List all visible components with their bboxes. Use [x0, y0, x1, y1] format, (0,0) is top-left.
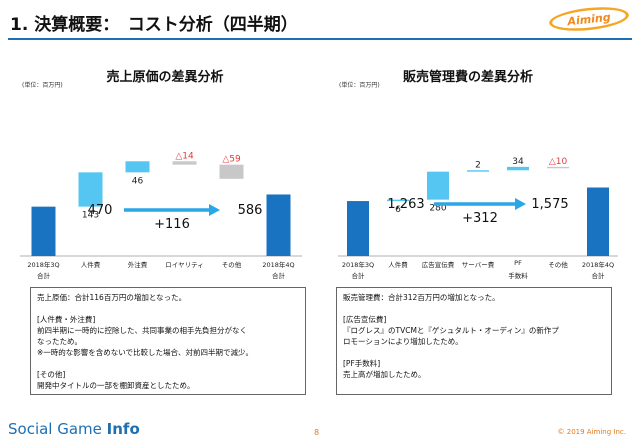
- left-x-label-0: 2018年3Q: [27, 261, 60, 269]
- left-bar-1: [78, 172, 103, 207]
- left-note-line-1: [37, 303, 299, 314]
- right-delta-value: +312: [462, 211, 498, 226]
- right-note-line-5: [343, 347, 605, 358]
- right-x-label-4: PF: [514, 259, 522, 267]
- right-chart-title: 販売管理費の差異分析: [402, 70, 533, 85]
- left-bar-2: [125, 161, 150, 173]
- left-x-label-4: その他: [221, 261, 242, 269]
- right-x-label-4-line2: 手数料: [508, 272, 528, 280]
- left-x-label-3: ロイヤリティ: [165, 261, 204, 269]
- left-note-line-0: 売上原価：合計116百万円の増加となった。: [37, 293, 187, 302]
- left-note-line-7: [その他]: [37, 370, 66, 379]
- footer-brand-bold: Info: [106, 420, 140, 438]
- left-data-label-3: △14: [175, 151, 194, 161]
- right-bar-1: [387, 199, 409, 202]
- right-note-line-0: 販売管理費：合計312百万円の増加となった。: [343, 293, 500, 302]
- right-bar-2: [427, 171, 449, 200]
- left-data-label-2: 46: [132, 176, 144, 186]
- right-chart-svg: 6 280 2 34 △10 1,263 1,575 +312: [338, 157, 618, 257]
- left-bar-3: [172, 161, 197, 165]
- left-note-line-3: 前四半期に一時的に控除した、共同事業の相手先負担分がなく: [37, 326, 247, 335]
- left-chart-svg: 143 46 △14 △59 470 586 +116: [20, 151, 302, 257]
- left-notes-box: 売上原価：合計116百万円の増加となった。 [人件費・外注費] 前四半期に一時的に控…: [30, 287, 306, 395]
- aiming-logo: Aiming: [549, 7, 629, 31]
- page-title: 1. 決算概要： コスト分析（四半期）: [10, 15, 298, 35]
- left-end-value: 586: [238, 203, 263, 218]
- right-start-value: 1,263: [387, 197, 424, 212]
- slide-header: 1. 決算概要： コスト分析（四半期） Aiming: [0, 0, 640, 48]
- right-bar-4: [507, 166, 529, 171]
- right-x-label-2: 広告宣伝費: [421, 261, 455, 269]
- right-bar-6: [587, 187, 609, 256]
- left-x-label-2: 外注費: [127, 261, 148, 269]
- svg-text:Aiming: Aiming: [566, 11, 611, 29]
- left-unit-label: (単位：百万円): [22, 82, 63, 89]
- right-note-line-6: [PF手数料]: [343, 359, 381, 368]
- right-data-label-2: 280: [429, 204, 446, 214]
- right-note-line-3: 『ログレス』のTVCMと『ゲシュタルト・オーディン』の新作プ: [343, 326, 559, 335]
- left-x-label-1: 人件費: [80, 261, 101, 269]
- left-bar-0: [31, 206, 56, 256]
- left-data-label-1: 143: [82, 211, 99, 221]
- right-data-label-1: 6: [395, 205, 401, 215]
- right-bar-3: [467, 170, 489, 172]
- right-x-label-5: その他: [548, 261, 568, 269]
- right-end-value: 1,575: [531, 197, 568, 212]
- right-x-label-0-line2: 合計: [351, 272, 365, 280]
- left-delta-value: +116: [154, 217, 190, 232]
- right-note-line-7: 売上高が増加したため。: [343, 370, 426, 379]
- left-x-label-5: 2018年4Q: [262, 261, 295, 269]
- left-note-line-5: ※一時的な影響を含めないで比較した場合、対前四半期で減少。: [37, 348, 254, 357]
- right-x-label-1: 人件費: [388, 261, 408, 269]
- right-note-line-4: ロモーションにより増加したため。: [343, 337, 463, 346]
- left-x-label-5-line2: 合計: [272, 272, 285, 280]
- left-bar-4: [219, 164, 244, 179]
- right-notes-box: 販売管理費：合計312百万円の増加となった。 [広告宣伝費] 『ログレス』のTVCM…: [336, 287, 612, 395]
- right-x-label-6: 2018年4Q: [581, 261, 615, 269]
- footer-brand-regular: Social Game: [8, 420, 107, 438]
- right-unit-label: (単位：百万円): [339, 82, 380, 89]
- right-bar-0: [347, 201, 369, 256]
- left-bar-5: [266, 194, 291, 256]
- right-x-label-0: 2018年3Q: [341, 261, 375, 269]
- right-data-label-4: 34: [512, 157, 524, 167]
- left-note-line-2: [人件費・外注費]: [37, 315, 96, 324]
- right-x-label-3: サーバー費: [461, 261, 495, 269]
- copyright: © 2019 Aiming Inc.: [557, 428, 626, 436]
- page-number: 8: [314, 428, 320, 437]
- left-note-line-4: なったため。: [37, 337, 82, 346]
- left-note-line-8: 開発中タイトルの一部を棚卸資産としたため。: [37, 381, 195, 390]
- right-x-label-6-line2: 合計: [591, 272, 605, 280]
- left-data-label-4: △59: [222, 155, 241, 165]
- left-arrow-head-icon: [209, 204, 220, 216]
- right-data-label-3: 2: [475, 160, 481, 170]
- right-arrow-head-icon: [515, 198, 526, 210]
- header-divider: [8, 38, 632, 40]
- right-bar-5: [547, 166, 569, 169]
- left-chart-title: 売上原価の差異分析: [106, 70, 224, 85]
- left-note-line-6: [37, 358, 299, 369]
- footer-brand: Social Game Info: [8, 420, 140, 438]
- left-waterfall-chart: 143 46 △14 △59 470 586 +116: [14, 86, 310, 264]
- right-note-line-1: [343, 303, 605, 314]
- left-start-value: 470: [88, 203, 113, 218]
- left-x-label-0-line2: 合計: [37, 272, 50, 280]
- right-data-label-5: △10: [549, 157, 568, 167]
- right-waterfall-chart: 6 280 2 34 △10 1,263 1,575 +312: [330, 86, 626, 264]
- right-note-line-2: [広告宣伝費]: [343, 315, 387, 324]
